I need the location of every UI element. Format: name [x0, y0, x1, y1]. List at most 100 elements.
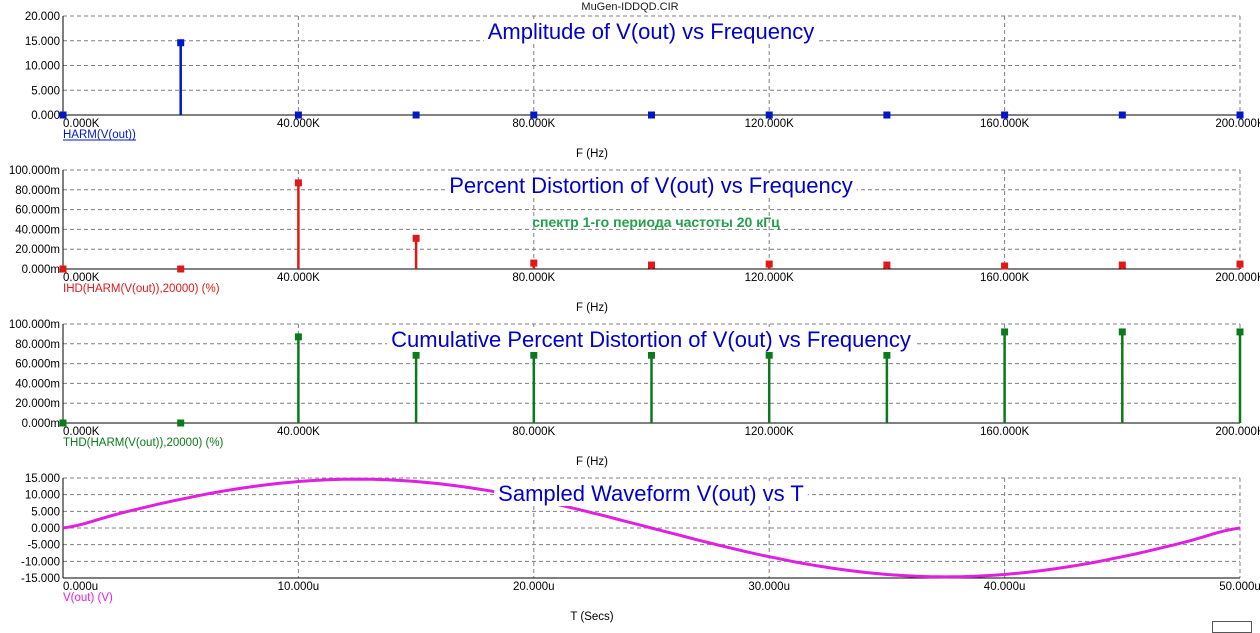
title-background [387, 327, 915, 352]
bar-marker [883, 111, 891, 119]
x-tick-label: 50.000u [1219, 581, 1260, 593]
bar-marker [883, 351, 891, 359]
bar-marker [1001, 111, 1009, 119]
y-tick-label: 15.000 [25, 36, 60, 48]
x-tick-label: 80.000K [512, 272, 555, 284]
x-tick-label: 200.000K [1215, 426, 1260, 438]
x-tick-label: 200.000K [1215, 272, 1260, 284]
bar-marker [412, 351, 420, 359]
bar-marker [294, 179, 302, 187]
x-tick-label: 80.000K [512, 118, 555, 130]
bar-marker [530, 351, 538, 359]
chart-title: Amplitude of V(out) vs Frequency [488, 19, 814, 44]
x-tick-label: 160.000K [980, 272, 1030, 284]
x-tick-label: 0.000K [63, 118, 100, 130]
series-label: HARM(V(out)) [63, 129, 136, 141]
y-tick-label: 0.000m [22, 418, 60, 430]
bar-marker [59, 419, 67, 427]
title-background [483, 19, 819, 44]
bar-marker [177, 419, 185, 427]
x-tick-label: 120.000K [745, 272, 795, 284]
y-tick-label: 100.000m [9, 165, 60, 177]
bar-marker [530, 259, 538, 267]
x-axis-label: T (Secs) [570, 611, 613, 623]
y-tick-label: 0.000 [31, 110, 60, 122]
bar-marker [294, 111, 302, 119]
bar-marker [530, 111, 538, 119]
y-tick-label: 5.000 [31, 85, 60, 97]
y-tick-label: 80.000m [15, 339, 60, 351]
series-line [62, 477, 1241, 579]
y-tick-label: 100.000m [9, 319, 60, 331]
y-tick-label: 10.000 [25, 490, 60, 502]
y-tick-label: 5.000 [31, 506, 60, 518]
series-label: IHD(HARM(V(out)),20000) (%) [63, 283, 220, 295]
y-tick-label: 40.000m [15, 378, 60, 390]
chart-panel-1: 0.000 5.000 10.000 15.000 20.000 0.000K 40.000… [25, 11, 1260, 160]
y-tick-label: 20.000m [15, 244, 60, 256]
x-tick-label: 120.000K [745, 426, 795, 438]
y-tick-label: 10.000 [25, 61, 60, 73]
y-tick-label: -15.000 [21, 573, 60, 585]
bar-marker [1236, 328, 1244, 336]
bar-marker [294, 333, 302, 341]
x-tick-label: 40.000u [984, 581, 1026, 593]
x-tick-label: 160.000K [980, 118, 1030, 130]
bar-marker [1236, 111, 1244, 119]
y-tick-label: 15.000 [25, 473, 60, 485]
chart-panel-3: 0.000m 20.000m 40.000m 60.000m 80.000m 100.00… [9, 319, 1260, 468]
series-label: V(out) (V) [63, 592, 113, 604]
y-tick-label: 80.000m [15, 185, 60, 197]
bar-marker [648, 261, 655, 269]
y-tick-label: 0.000m [22, 264, 60, 276]
y-tick-label: 0.000 [31, 523, 60, 535]
bar-marker [177, 265, 185, 273]
chart-title: Percent Distortion of V(out) vs Frequenc… [449, 173, 853, 198]
series-label: THD(HARM(V(out)),20000) (%) [63, 437, 224, 449]
bar-marker [1118, 328, 1126, 336]
y-tick-label: -5.000 [27, 540, 60, 552]
bar-marker [765, 351, 773, 359]
bar-marker [1236, 260, 1244, 268]
x-axis-label: F (Hz) [576, 148, 608, 160]
bar-marker [1001, 328, 1009, 336]
y-tick-label: 60.000m [15, 359, 60, 371]
bar-marker [765, 111, 773, 119]
title-background [494, 481, 808, 506]
x-tick-label: 40.000K [277, 426, 320, 438]
corner-box [1212, 621, 1252, 633]
x-tick-label: 40.000K [277, 272, 320, 284]
bar-marker [1001, 262, 1009, 270]
x-tick-label: 80.000K [512, 426, 555, 438]
chart-panel-2: 0.000m 20.000m 40.000m 60.000m 80.000m 100.00… [9, 165, 1260, 314]
chart-title: Sampled Waveform V(out) vs T [498, 481, 804, 506]
x-tick-label: 0.000K [63, 272, 100, 284]
y-tick-label: 60.000m [15, 205, 60, 217]
x-axis-label: F (Hz) [576, 302, 608, 314]
chart-panel-4: -15.000 -10.000 -5.000 0.000 5.000 10.000 15.0… [21, 473, 1260, 623]
y-tick-label: 20.000m [15, 398, 60, 410]
bar-marker [59, 265, 67, 273]
bar-marker [177, 39, 185, 47]
y-tick-label: -10.000 [21, 556, 60, 568]
file-title: MuGen-IDDQD.CIR [581, 1, 679, 13]
bar-marker [1118, 111, 1126, 119]
y-tick-label: 40.000m [15, 224, 60, 236]
x-tick-label: 0.000K [63, 426, 100, 438]
x-tick-label: 40.000K [277, 118, 320, 130]
bar-marker [59, 111, 67, 119]
bar-marker [412, 234, 420, 242]
y-tick-label: 20.000 [25, 11, 60, 23]
x-tick-label: 10.000u [278, 581, 320, 593]
chart-annotation: спектр 1-го периода частоты 20 кГц [532, 214, 780, 230]
x-tick-label: 200.000K [1215, 118, 1260, 130]
x-tick-label: 20.000u [513, 581, 555, 593]
x-axis-label: F (Hz) [576, 456, 608, 468]
bar-marker [412, 111, 420, 119]
bar-marker [883, 261, 891, 269]
bar-marker [1118, 261, 1126, 269]
x-tick-label: 0.000u [63, 581, 98, 593]
chart-title: Cumulative Percent Distortion of V(out) … [391, 327, 911, 352]
